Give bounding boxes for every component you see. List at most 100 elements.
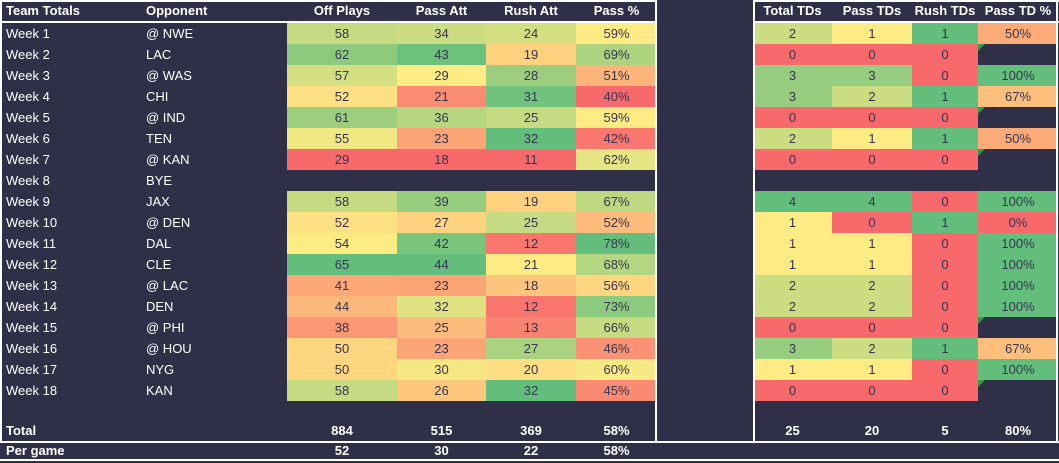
total-tds-cell[interactable]: 0 [753,149,832,170]
off-plays-cell[interactable]: 50 [287,359,397,380]
total-tds-cell[interactable]: 0 [753,380,832,401]
pass-pct-cell[interactable]: 69% [576,44,657,65]
pass-tds-cell[interactable]: 2 [832,338,912,359]
pass-td-pct-cell[interactable] [978,170,1058,191]
off-plays-cell[interactable]: 41 [287,275,397,296]
off-plays-cell[interactable]: 61 [287,107,397,128]
pass-att-cell[interactable]: 44 [397,254,486,275]
rush-att-cell[interactable]: 13 [486,317,576,338]
header-pass-td-pct[interactable]: Pass TD % [984,3,1052,18]
off-plays-cell[interactable]: 58 [287,380,397,401]
off-plays-cell[interactable]: 50 [287,338,397,359]
pass-pct-cell[interactable]: 78% [576,233,657,254]
total-tds-cell[interactable]: 0 [753,317,832,338]
pass-tds-cell[interactable]: 1 [832,359,912,380]
week-cell[interactable]: Week 13 [6,278,58,293]
pass-att-cell[interactable]: 18 [397,149,486,170]
pass-pct-cell[interactable]: 68% [576,254,657,275]
pass-att-cell[interactable]: 42 [397,233,486,254]
total-tds-cell[interactable]: 1 [753,254,832,275]
total-pass-att[interactable]: 515 [430,423,453,438]
rush-att-cell[interactable]: 32 [486,380,576,401]
pass-td-pct-cell[interactable]: 50% [978,23,1058,44]
pass-tds-cell[interactable]: 0 [832,44,912,65]
rush-att-cell[interactable]: 18 [486,275,576,296]
rush-tds-cell[interactable] [912,170,978,191]
pass-att-cell[interactable]: 29 [397,65,486,86]
total-tds-cell[interactable]: 1 [753,359,832,380]
opponent-cell[interactable]: @ PHI [146,320,185,335]
per-game-rush-att[interactable]: 22 [523,443,539,458]
off-plays-cell[interactable]: 55 [287,128,397,149]
week-cell[interactable]: Week 6 [6,131,50,146]
total-tds-cell[interactable]: 0 [753,44,832,65]
total-tds-cell[interactable]: 2 [753,23,832,44]
pass-att-cell[interactable] [397,170,486,191]
pass-td-pct-cell[interactable]: 50% [978,128,1058,149]
total-tds-cell[interactable]: 4 [753,191,832,212]
header-pass-att[interactable]: Pass Att [415,3,468,18]
rush-att-cell[interactable]: 12 [486,233,576,254]
off-plays-cell[interactable]: 52 [287,212,397,233]
off-plays-cell[interactable]: 57 [287,65,397,86]
pass-att-cell[interactable]: 23 [397,338,486,359]
total-rush-att[interactable]: 369 [520,423,542,438]
pass-pct-cell[interactable]: 60% [576,359,657,380]
pass-att-cell[interactable]: 21 [397,86,486,107]
pass-tds-cell[interactable]: 1 [832,233,912,254]
pass-tds-cell[interactable]: 2 [832,86,912,107]
pass-tds-cell[interactable]: 2 [832,296,912,317]
pass-td-pct-cell[interactable] [978,317,1058,338]
rush-tds-cell[interactable]: 0 [912,317,978,338]
pass-td-pct-cell[interactable] [978,380,1058,401]
pass-pct-cell[interactable]: 67% [576,191,657,212]
week-cell[interactable]: Week 12 [6,257,58,272]
opponent-cell[interactable]: @ WAS [146,68,192,83]
pass-tds-cell[interactable]: 1 [832,254,912,275]
rush-tds-cell[interactable]: 0 [912,149,978,170]
week-cell[interactable]: Week 8 [6,173,50,188]
week-cell[interactable]: Week 16 [6,341,58,356]
pass-att-cell[interactable]: 43 [397,44,486,65]
opponent-cell[interactable]: BYE [146,173,173,188]
rush-att-cell[interactable]: 19 [486,191,576,212]
rush-tds-cell[interactable]: 1 [912,212,978,233]
total-label[interactable]: Total [6,423,37,438]
rush-att-cell[interactable]: 19 [486,44,576,65]
pass-pct-cell[interactable]: 40% [576,86,657,107]
week-cell[interactable]: Week 5 [6,110,50,125]
opponent-cell[interactable]: JAX [146,194,170,209]
off-plays-cell[interactable]: 54 [287,233,397,254]
header-pass-pct[interactable]: Pass % [593,3,640,18]
rush-att-cell[interactable]: 27 [486,338,576,359]
pass-pct-cell[interactable]: 52% [576,212,657,233]
per-game-off-plays[interactable]: 52 [334,443,350,458]
pass-att-cell[interactable]: 26 [397,380,486,401]
rush-tds-cell[interactable]: 1 [912,23,978,44]
pass-pct-cell[interactable]: 73% [576,296,657,317]
opponent-cell[interactable]: CHI [146,89,169,104]
opponent-cell[interactable]: NYG [146,362,175,377]
total-rush-tds[interactable]: 5 [941,423,949,438]
pass-pct-cell[interactable]: 59% [576,107,657,128]
header-rush-tds[interactable]: Rush TDs [914,3,976,18]
pass-pct-cell[interactable] [576,170,657,191]
header-pass-tds[interactable]: Pass TDs [842,3,902,18]
pass-tds-cell[interactable]: 0 [832,212,912,233]
header-total-tds[interactable]: Total TDs [763,3,822,18]
pass-td-pct-cell[interactable] [978,44,1058,65]
pass-tds-cell[interactable]: 0 [832,380,912,401]
off-plays-cell[interactable]: 52 [287,86,397,107]
pass-att-cell[interactable]: 23 [397,128,486,149]
off-plays-cell[interactable]: 58 [287,23,397,44]
rush-att-cell[interactable] [486,170,576,191]
pass-pct-cell[interactable]: 56% [576,275,657,296]
pass-td-pct-cell[interactable]: 100% [978,359,1058,380]
rush-att-cell[interactable]: 28 [486,65,576,86]
opponent-cell[interactable]: TEN [146,131,172,146]
total-tds-cell[interactable]: 3 [753,86,832,107]
week-cell[interactable]: Week 9 [6,194,50,209]
rush-tds-cell[interactable]: 0 [912,233,978,254]
week-cell[interactable]: Week 4 [6,89,50,104]
rush-tds-cell[interactable]: 0 [912,275,978,296]
